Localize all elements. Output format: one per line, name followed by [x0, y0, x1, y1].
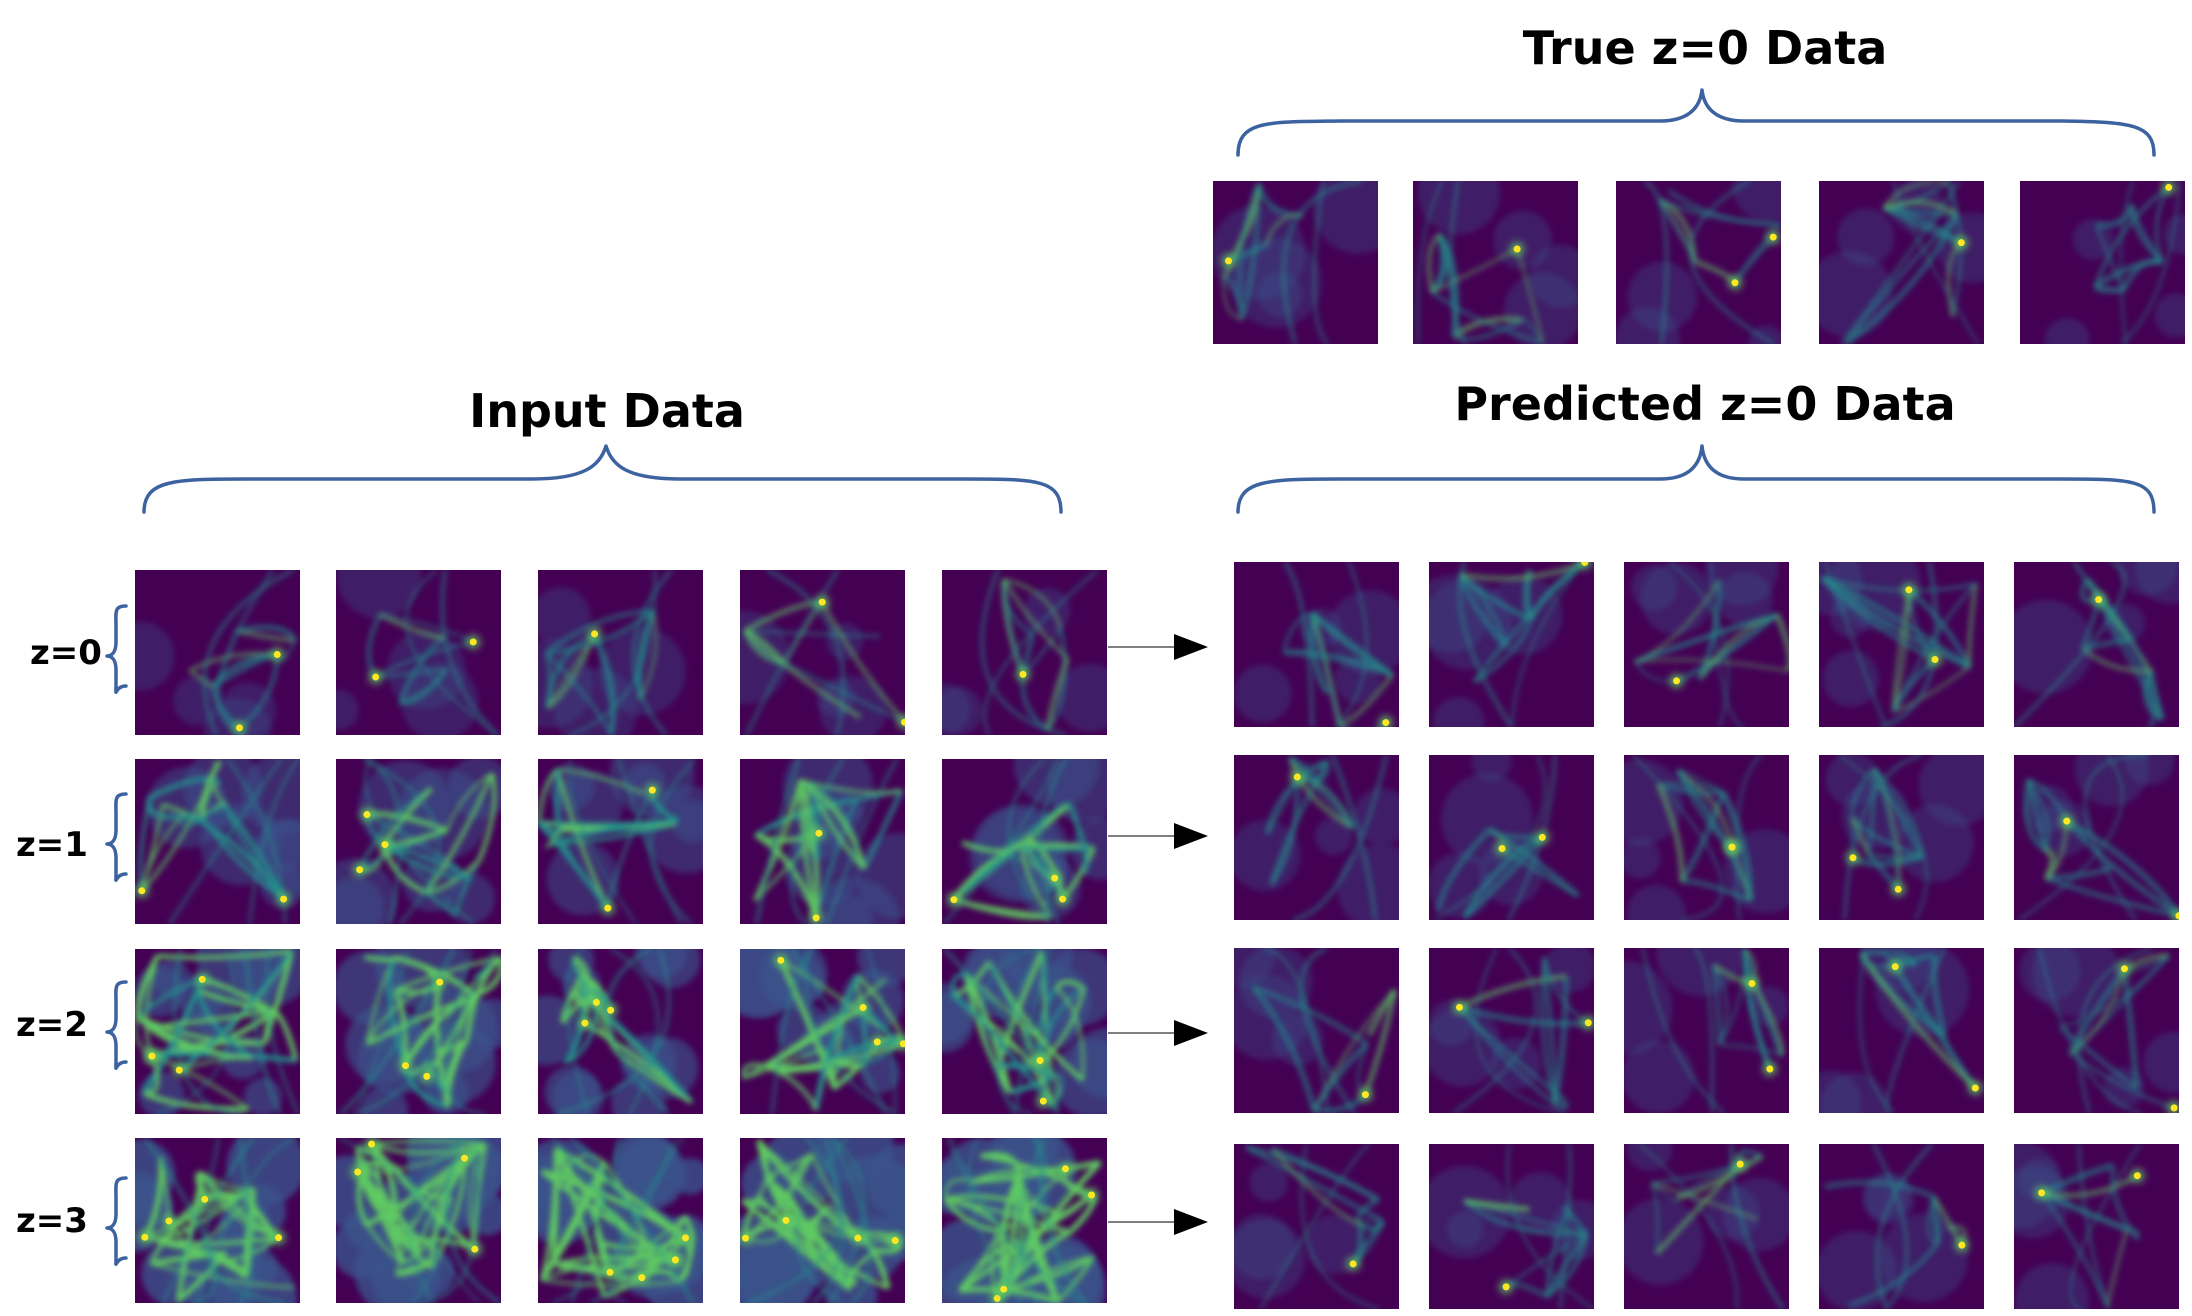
row-label-z3: z=3: [16, 1201, 88, 1241]
predicted-data-title: Predicted z=0 Data: [1454, 377, 1955, 431]
density-map-tile: [740, 570, 905, 735]
row-brace-icon: [105, 1176, 128, 1266]
density-map-tile: [1213, 181, 1378, 344]
density-map-tile: [740, 1138, 905, 1303]
density-map-tile: [740, 949, 905, 1114]
density-map-tile: [1624, 562, 1789, 727]
density-map-tile: [942, 949, 1107, 1114]
density-map-tile: [2014, 948, 2179, 1113]
density-map-tile: [2014, 1144, 2179, 1309]
density-map-tile: [942, 1138, 1107, 1303]
row-brace-icon: [105, 980, 128, 1070]
density-map-tile: [942, 759, 1107, 924]
right-arrow-icon: [1108, 823, 1208, 849]
density-map-tile: [1819, 1144, 1984, 1309]
density-map-tile: [2014, 755, 2179, 920]
density-map-tile: [135, 759, 300, 924]
true-data-panel: [1213, 181, 2185, 344]
density-map-tile: [135, 949, 300, 1114]
input-data-brace-icon: [142, 444, 1063, 514]
density-map-tile: [336, 1138, 501, 1303]
predicted-data-brace-icon: [1236, 444, 2156, 514]
density-map-tile: [1429, 562, 1594, 727]
true-data-title: True z=0 Data: [1523, 21, 1888, 75]
true-data-brace-icon: [1236, 88, 2156, 157]
density-map-tile: [135, 1138, 300, 1303]
density-map-tile: [2014, 562, 2179, 727]
density-map-tile: [1819, 562, 1984, 727]
right-arrow-icon: [1108, 634, 1208, 660]
density-map-tile: [1429, 948, 1594, 1113]
row-label-z0: z=0: [30, 633, 102, 673]
density-map-tile: [336, 949, 501, 1114]
right-arrow-icon: [1108, 1209, 1208, 1235]
density-map-tile: [538, 949, 703, 1114]
density-map-tile: [1616, 181, 1781, 344]
predicted-data-panel: [1234, 562, 2179, 1309]
density-map-tile: [1234, 1144, 1399, 1309]
input-data-title: Input Data: [469, 384, 745, 438]
density-map-tile: [1234, 755, 1399, 920]
row-label-z1: z=1: [16, 825, 88, 865]
density-map-tile: [1819, 948, 1984, 1113]
row-label-z2: z=2: [16, 1005, 88, 1045]
density-map-tile: [1819, 755, 1984, 920]
density-map-tile: [1234, 562, 1399, 727]
density-map-tile: [2020, 181, 2185, 344]
density-map-tile: [336, 759, 501, 924]
density-map-tile: [740, 759, 905, 924]
density-map-tile: [1624, 948, 1789, 1113]
density-map-tile: [1624, 755, 1789, 920]
input-data-panel: [135, 570, 1107, 1303]
density-map-tile: [336, 570, 501, 735]
row-brace-icon: [105, 604, 128, 694]
density-map-tile: [1429, 755, 1594, 920]
density-map-tile: [942, 570, 1107, 735]
density-map-tile: [1234, 948, 1399, 1113]
density-map-tile: [1413, 181, 1578, 344]
density-map-tile: [538, 570, 703, 735]
right-arrow-icon: [1108, 1020, 1208, 1046]
density-map-tile: [135, 570, 300, 735]
density-map-tile: [538, 759, 703, 924]
row-brace-icon: [105, 792, 128, 882]
density-map-tile: [538, 1138, 703, 1303]
density-map-tile: [1624, 1144, 1789, 1309]
density-map-tile: [1429, 1144, 1594, 1309]
density-map-tile: [1819, 181, 1984, 344]
